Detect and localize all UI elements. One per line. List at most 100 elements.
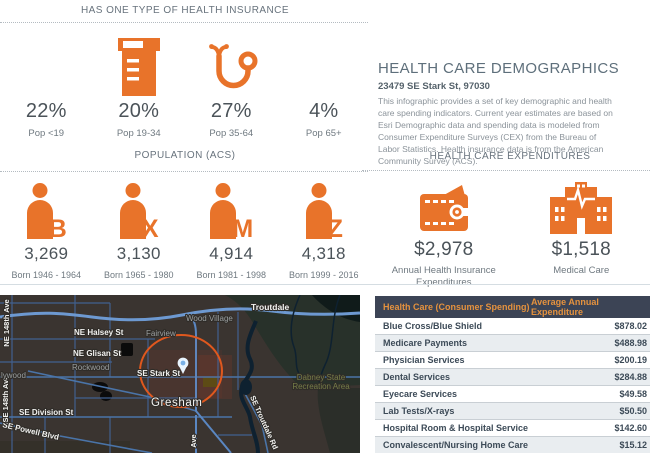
map-label-se148: SE 148th Ave: [1, 376, 10, 423]
map-label-ave: Ave: [189, 434, 198, 447]
page-title: HEALTH CARE DEMOGRAPHICS: [378, 60, 620, 77]
insurance-group-label: Pop 35-64: [209, 128, 254, 139]
row-value: $15.12: [619, 440, 647, 450]
population-born-label: Born 1999 - 2016: [288, 270, 359, 280]
row-label: Hospital Room & Hospital Service: [383, 423, 529, 433]
insurance-percent: 4%: [309, 100, 339, 122]
hospital-icon: [550, 177, 613, 234]
population-group-genz: Z 4,318 Born 1999 - 2016: [278, 177, 371, 280]
map-roads: [0, 295, 252, 453]
map-label-wood-village: Wood Village: [186, 314, 233, 323]
row-value: $878.02: [614, 321, 647, 331]
row-label: Medicare Payments: [383, 338, 468, 348]
insurance-stats-row: 22% Pop <19 20% Pop 19-34: [0, 36, 370, 139]
map-label-gresham: Gresham: [151, 397, 203, 409]
map-road-troutdale-rd: [242, 389, 269, 453]
map-label-dabney-1: Dabney State: [297, 373, 346, 382]
map-label-glisan: NE Glisan St: [73, 349, 121, 358]
insurance-group-label: Pop 19-34: [116, 128, 161, 139]
population-born-label: Born 1946 - 1964: [11, 270, 82, 280]
table-header-row: Health Care (Consumer Spending) Average …: [375, 296, 650, 318]
insurance-group-label: Pop 65+: [305, 128, 342, 139]
expenditure-stats-row: $2,978 Annual Health Insurance Expenditu…: [375, 177, 650, 290]
table-row: Eyecare Services $49.58: [375, 386, 650, 403]
row-label: Dental Services: [383, 372, 451, 382]
divider-dotted-mid-left: [0, 171, 368, 172]
row-value: $142.60: [614, 423, 647, 433]
population-count: 4,914: [209, 244, 254, 263]
insurance-percent: 20%: [118, 100, 160, 122]
map-radius-circle: [139, 334, 223, 408]
map-label-lywood: lywood: [1, 371, 26, 380]
site-address: 23479 SE Stark St, 97030: [378, 81, 490, 92]
population-count: 3,130: [116, 244, 161, 263]
table-row: Lab Tests/X-rays $50.50: [375, 403, 650, 420]
expenditure-insurance: $2,978 Annual Health Insurance Expenditu…: [375, 177, 513, 290]
location-map[interactable]: NE Halsey St NE Glisan St SE Stark St SE…: [0, 295, 360, 453]
person-genz-icon: Z: [305, 177, 343, 243]
map-label-dabney-2: Recreation Area: [292, 382, 350, 391]
table-row: Dental Services $284.88: [375, 369, 650, 386]
population-born-label: Born 1965 - 1980: [103, 270, 174, 280]
row-value: $284.88: [614, 372, 647, 382]
map-label-halsey: NE Halsey St: [74, 328, 124, 337]
insurance-group-pop-19-34: 20% Pop 19-34: [93, 36, 186, 139]
table-row: Blue Cross/Blue Shield $878.02: [375, 318, 650, 335]
generation-letter: B: [48, 214, 67, 243]
insurance-group-pop-under19: 22% Pop <19: [0, 36, 93, 139]
infographic-description: This infographic provides a set of key d…: [378, 96, 613, 167]
table-row: Hospital Room & Hospital Service $142.60: [375, 420, 650, 437]
row-label: Lab Tests/X-rays: [383, 406, 455, 416]
row-value: $200.19: [614, 355, 647, 365]
row-label: Blue Cross/Blue Shield: [383, 321, 483, 331]
insurance-section-title: HAS ONE TYPE OF HEALTH INSURANCE: [81, 5, 289, 16]
insurance-group-label: Pop <19: [28, 128, 65, 139]
person-genx-icon: X: [119, 177, 159, 243]
population-group-genx: X 3,130 Born 1965 - 1980: [93, 177, 186, 280]
map-label-division: SE Division St: [19, 408, 74, 417]
population-group-millennial: M 4,914 Born 1981 - 1998: [185, 177, 278, 280]
person-millennial-icon: M: [209, 177, 253, 241]
stethoscope-icon: [203, 36, 259, 98]
map-highway: [0, 307, 360, 322]
map-label-rockwood: Rockwood: [72, 363, 109, 372]
wallet-icon: [417, 177, 471, 234]
population-group-boomer: B 3,269 Born 1946 - 1964: [0, 177, 93, 280]
map-label-troutdale: Troutdale: [251, 302, 290, 312]
table-row: Convalescent/Nursing Home Care $15.12: [375, 437, 650, 453]
population-count: 4,318: [301, 244, 346, 263]
expenditure-label: Annual Health Insurance Expenditures: [391, 265, 496, 289]
row-label: Eyecare Services: [383, 389, 458, 399]
expenditure-value: $1,518: [551, 239, 611, 260]
generation-letter: Z: [327, 214, 343, 243]
table-col-header-value: Average Annual Expenditure: [531, 297, 599, 317]
map-label-stark: SE Stark St: [137, 369, 180, 378]
generation-letter: X: [141, 214, 159, 243]
divider-dotted-top-left: [0, 22, 368, 23]
expenditure-label: Medical Care: [553, 265, 610, 276]
table-row: Physician Services $200.19: [375, 352, 650, 369]
map-label-fairview: Fairview: [146, 329, 176, 338]
insurance-group-pop-35-64: 27% Pop 35-64: [185, 36, 278, 139]
expenditure-medical-care: $1,518 Medical Care: [513, 177, 650, 290]
section-separator-line: [0, 284, 650, 285]
population-count: 3,269: [24, 244, 69, 263]
expenditures-section-title: HEALTH CARE EXPENDITURES: [429, 151, 591, 162]
population-section-title: POPULATION (ACS): [134, 150, 236, 161]
map-road-powell: [0, 422, 153, 453]
expenditure-value: $2,978: [414, 239, 474, 260]
table-col-header-category: Health Care (Consumer Spending): [383, 302, 530, 312]
divider-dotted-mid-right: [362, 170, 650, 171]
map-road-gresham-main: [187, 312, 232, 453]
insurance-percent: 27%: [210, 100, 252, 122]
map-label-ne148: NE 148th Ave: [2, 299, 11, 346]
row-value: $50.50: [619, 406, 647, 416]
map-location-pin: [177, 357, 189, 374]
row-value: $488.98: [614, 338, 647, 348]
expenditure-table: Health Care (Consumer Spending) Average …: [375, 296, 650, 453]
insurance-percent: 22%: [25, 100, 67, 122]
pill-bottle-icon: [114, 36, 164, 98]
population-born-label: Born 1981 - 1998: [196, 270, 267, 280]
population-stats-row: B 3,269 Born 1946 - 1964 X 3,130 Born 19…: [0, 177, 370, 280]
